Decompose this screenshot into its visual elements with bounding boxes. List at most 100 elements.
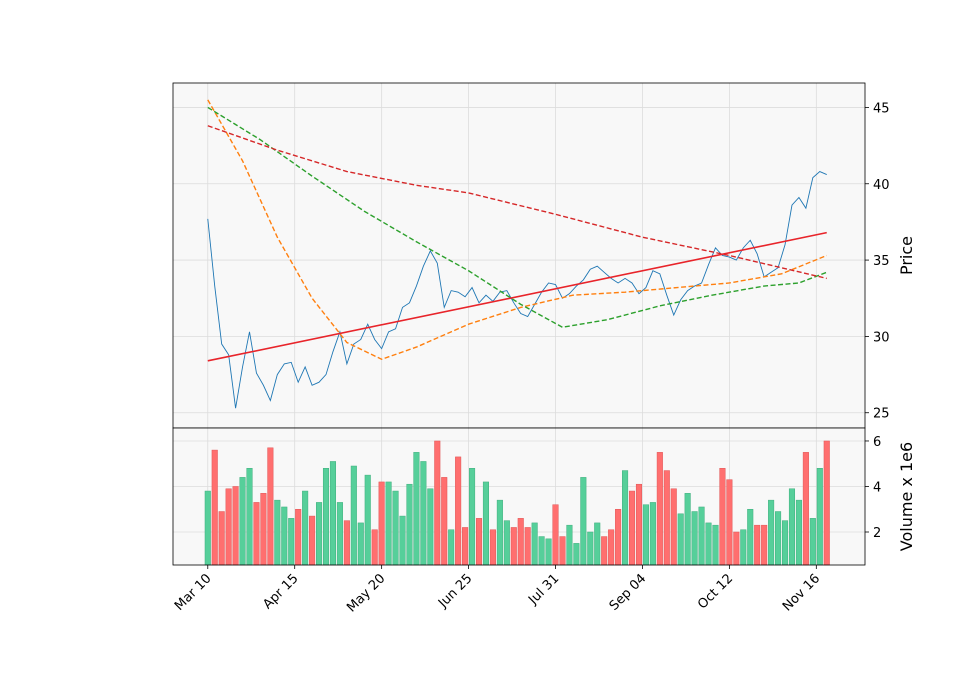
volume-bar	[677, 513, 684, 566]
x-tick-label: Apr 15	[260, 571, 301, 612]
volume-bar	[496, 499, 503, 566]
volume-bar	[260, 493, 267, 566]
volume-bar	[385, 481, 392, 566]
volume-bar	[399, 515, 406, 566]
volume-bar	[441, 477, 448, 566]
x-tick-label: Nov 16	[780, 571, 823, 614]
volume-bar	[733, 531, 740, 566]
volume-bar	[663, 470, 670, 566]
volume-bar	[531, 522, 538, 566]
y-tick-label: 40	[873, 178, 890, 193]
volume-bar	[635, 483, 643, 566]
volume-bar	[712, 524, 719, 566]
volume-bar	[420, 461, 427, 566]
volume-bar	[587, 531, 594, 566]
volume-bar	[649, 502, 656, 566]
y-tick-label: 2	[873, 526, 881, 541]
volume-bar	[309, 515, 316, 566]
price-line	[207, 231, 827, 362]
volume-bar	[469, 468, 476, 566]
price-line	[207, 171, 827, 409]
y-tick-label: 30	[873, 330, 890, 345]
volume-bar	[295, 508, 302, 566]
volume-bar	[218, 511, 225, 566]
volume-bar	[747, 508, 754, 566]
volume-bar	[378, 481, 385, 566]
volume-bar	[809, 518, 816, 566]
volume-bar	[455, 456, 462, 566]
volume-bar	[768, 499, 775, 566]
volume-bar	[795, 499, 802, 566]
volume-bar	[475, 518, 483, 566]
price-line	[207, 99, 828, 361]
price-line	[207, 106, 828, 328]
volume-bar	[517, 518, 524, 566]
volume-bar	[413, 452, 420, 566]
volume-bar	[642, 504, 649, 566]
y-tick-label: 4	[873, 480, 881, 495]
volume-bar	[622, 470, 629, 566]
volume-bar	[691, 511, 698, 566]
volume-bar	[740, 529, 747, 566]
volume-bar	[761, 524, 768, 566]
y-tick-label: 6	[873, 435, 881, 450]
volume-bar	[406, 483, 413, 566]
volume-bar	[239, 477, 246, 566]
volume-bar	[322, 468, 330, 566]
volume-bar	[232, 486, 239, 566]
volume-bar	[489, 529, 496, 566]
volume-bar	[705, 522, 712, 566]
volume-bar	[392, 490, 399, 566]
volume-bar	[357, 522, 364, 566]
volume-bar	[482, 481, 489, 566]
volume-bar	[781, 520, 789, 566]
y-tick-label: 45	[873, 101, 890, 116]
volume-bar	[371, 529, 378, 566]
y-axis-label: Volume x 1e6	[897, 442, 916, 551]
x-tick-label: Mar 10	[172, 571, 215, 614]
volume-bar	[775, 511, 782, 566]
x-tick-label: Jul 31	[525, 571, 562, 608]
volume-bar	[656, 452, 663, 566]
volume-bar	[462, 527, 469, 566]
volume-bar	[615, 508, 622, 566]
volume-bar	[726, 479, 733, 566]
volume-bar	[302, 490, 309, 566]
volume-bar	[754, 524, 761, 566]
volume-bar	[246, 468, 253, 566]
volume-bar	[802, 452, 809, 566]
volume-bar	[448, 529, 455, 566]
volume-bar	[316, 502, 323, 566]
x-tick-label: Sep 04	[607, 571, 650, 614]
volume-bar	[253, 502, 260, 566]
volume-bar	[329, 461, 336, 566]
volume-bar	[545, 538, 552, 566]
price-line	[207, 125, 827, 280]
y-tick-label: 25	[873, 407, 890, 422]
x-tick-label: Jun 25	[435, 571, 475, 611]
volume-bar	[503, 520, 510, 566]
volume-bar	[823, 440, 830, 566]
volume-bar	[670, 488, 677, 566]
x-tick-label: Oct 12	[695, 571, 736, 612]
volume-bar	[816, 468, 823, 566]
volume-bar	[274, 499, 281, 566]
volume-bar	[788, 488, 796, 566]
x-tick-label: May 20	[344, 571, 388, 615]
volume-bar	[288, 518, 295, 566]
volume-bar	[364, 474, 371, 566]
volume-bar	[267, 447, 274, 566]
volume-bar	[566, 524, 573, 566]
volume-bar	[343, 520, 350, 566]
volume-bar	[336, 502, 343, 566]
volume-bar	[698, 506, 705, 566]
volume-bar	[628, 490, 636, 566]
volume-bar	[684, 493, 691, 566]
volume-bar	[211, 449, 218, 566]
volume-bar	[580, 477, 587, 566]
volume-bar	[510, 527, 517, 566]
volume-bar	[601, 536, 608, 566]
volume-bar	[559, 536, 566, 566]
